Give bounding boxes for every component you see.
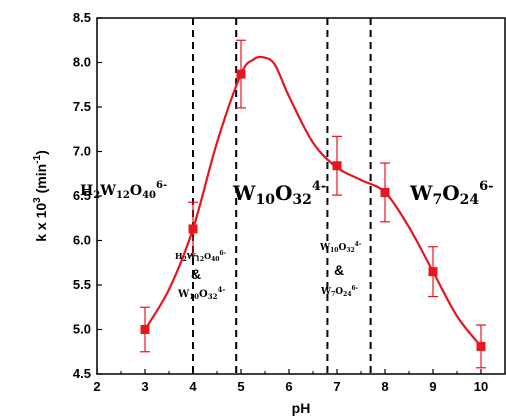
mix1-top-mid: W <box>186 251 197 261</box>
mix2-top-main: W <box>319 243 331 253</box>
ann-c-sup: 4- <box>312 179 326 194</box>
y-label-sup: 3 <box>32 197 43 203</box>
y-tick-label: 6.0 <box>73 233 91 248</box>
y-tick-label: 5.0 <box>73 322 91 337</box>
y-tick-label: 8.5 <box>73 10 91 25</box>
annotation-mix1-top: H2W12O406- <box>175 250 227 263</box>
data-point <box>476 341 486 351</box>
mix1-top-sub3: 40 <box>211 256 219 263</box>
mix2-top-o: O <box>338 243 346 253</box>
annotation-mix2-top: W10O324- <box>319 241 362 254</box>
annotation-mix2-amp: & <box>334 262 344 278</box>
ann-l-o: O <box>130 183 142 199</box>
x-tick-label: 9 <box>429 379 436 394</box>
y-label-main: k x 10 <box>33 203 49 242</box>
y-tick-label: 8.0 <box>73 55 91 70</box>
mix1-top-main: H <box>175 251 183 261</box>
data-point <box>332 161 342 171</box>
y-tick-label: 7.0 <box>73 144 91 159</box>
series-line <box>144 55 482 348</box>
mix2-bot-sub1: 7 <box>331 291 335 298</box>
mix1-top-sub1: 2 <box>183 256 187 263</box>
data-point <box>236 69 246 79</box>
x-axis-label: pH <box>292 400 311 416</box>
y-tick-label: 6.5 <box>73 188 91 203</box>
ann-l-sub1: 2 <box>93 190 100 201</box>
ann-l-sub2: 12 <box>116 190 130 201</box>
annotation-mix1-bottom: W10O324- <box>177 285 225 301</box>
mix2-bot-sup: 6- <box>352 285 359 292</box>
x-tick-label: 10 <box>474 379 488 394</box>
mix1-bot-main: W <box>177 289 190 300</box>
y-tick-label: 7.5 <box>73 99 91 114</box>
ann-l-sup: 6- <box>156 180 167 191</box>
x-axis-ticks: 2 3 4 5 6 7 8 9 10 <box>93 369 488 394</box>
ann-r-sub1: 7 <box>432 192 442 208</box>
x-tick-label: 2 <box>93 379 100 394</box>
annotation-left-region: H2W12O406- <box>80 180 167 201</box>
mix2-bot-o: O <box>335 287 343 297</box>
data-point <box>380 187 390 197</box>
y-tick-label: 5.5 <box>73 277 91 292</box>
mix1-bot-o: O <box>199 289 208 300</box>
x-tick-label: 4 <box>189 379 197 394</box>
annotation-right-region: W7O246- <box>409 179 494 208</box>
annotation-center-region: W10O324- <box>232 179 326 208</box>
x-tick-label: 6 <box>285 379 292 394</box>
y-axis-label: k x 103 (min-1) <box>32 150 49 242</box>
mix2-top-sub1: 10 <box>330 247 338 254</box>
y-tick-label: 4.5 <box>73 366 91 381</box>
ann-l-sub3: 40 <box>142 190 156 201</box>
ann-c-o: O <box>275 181 292 205</box>
y-label-unit: (min <box>33 164 49 197</box>
y-label-unit-sup: -1 <box>32 154 43 163</box>
ann-c-sub1: 10 <box>255 192 275 208</box>
annotation-mix2-bottom: W7O246- <box>320 285 359 298</box>
ann-l-main: H <box>80 183 93 199</box>
data-points <box>140 39 486 369</box>
mix1-top-sup: 6- <box>219 250 226 257</box>
mix2-top-sup: 4- <box>355 241 362 248</box>
y-label-close: ) <box>33 150 49 155</box>
data-point <box>188 224 198 234</box>
x-tick-label: 5 <box>237 379 244 394</box>
ann-r-o: O <box>442 181 459 205</box>
annotation-mix1-amp: & <box>191 266 201 282</box>
mix2-top-sub2: 32 <box>346 247 354 254</box>
x-tick-label: 8 <box>381 379 388 394</box>
mix1-top-o: O <box>204 251 211 261</box>
ann-r-sub2: 24 <box>460 192 480 208</box>
data-point <box>140 325 150 334</box>
mix2-bot-sub2: 24 <box>343 291 351 298</box>
x-tick-label: 7 <box>333 379 340 394</box>
ann-c-main: W <box>232 181 256 205</box>
ann-l-mid: W <box>99 183 116 199</box>
mix1-bot-sub1: 10 <box>189 292 199 301</box>
ann-r-sup: 6- <box>479 179 493 194</box>
y-axis-ticks: 4.5 5.0 5.5 6.0 6.5 7.0 7.5 8.0 8.5 <box>73 10 102 381</box>
mix1-bot-sub2: 32 <box>208 292 218 301</box>
mix1-bot-sup: 4- <box>217 285 225 294</box>
ann-c-sub2: 32 <box>292 192 311 208</box>
ann-r-main: W <box>409 181 433 205</box>
data-point <box>428 267 438 277</box>
mix1-top-sub2: 12 <box>196 256 204 263</box>
mix2-bot-main: W <box>320 287 332 297</box>
x-tick-label: 3 <box>141 379 148 394</box>
